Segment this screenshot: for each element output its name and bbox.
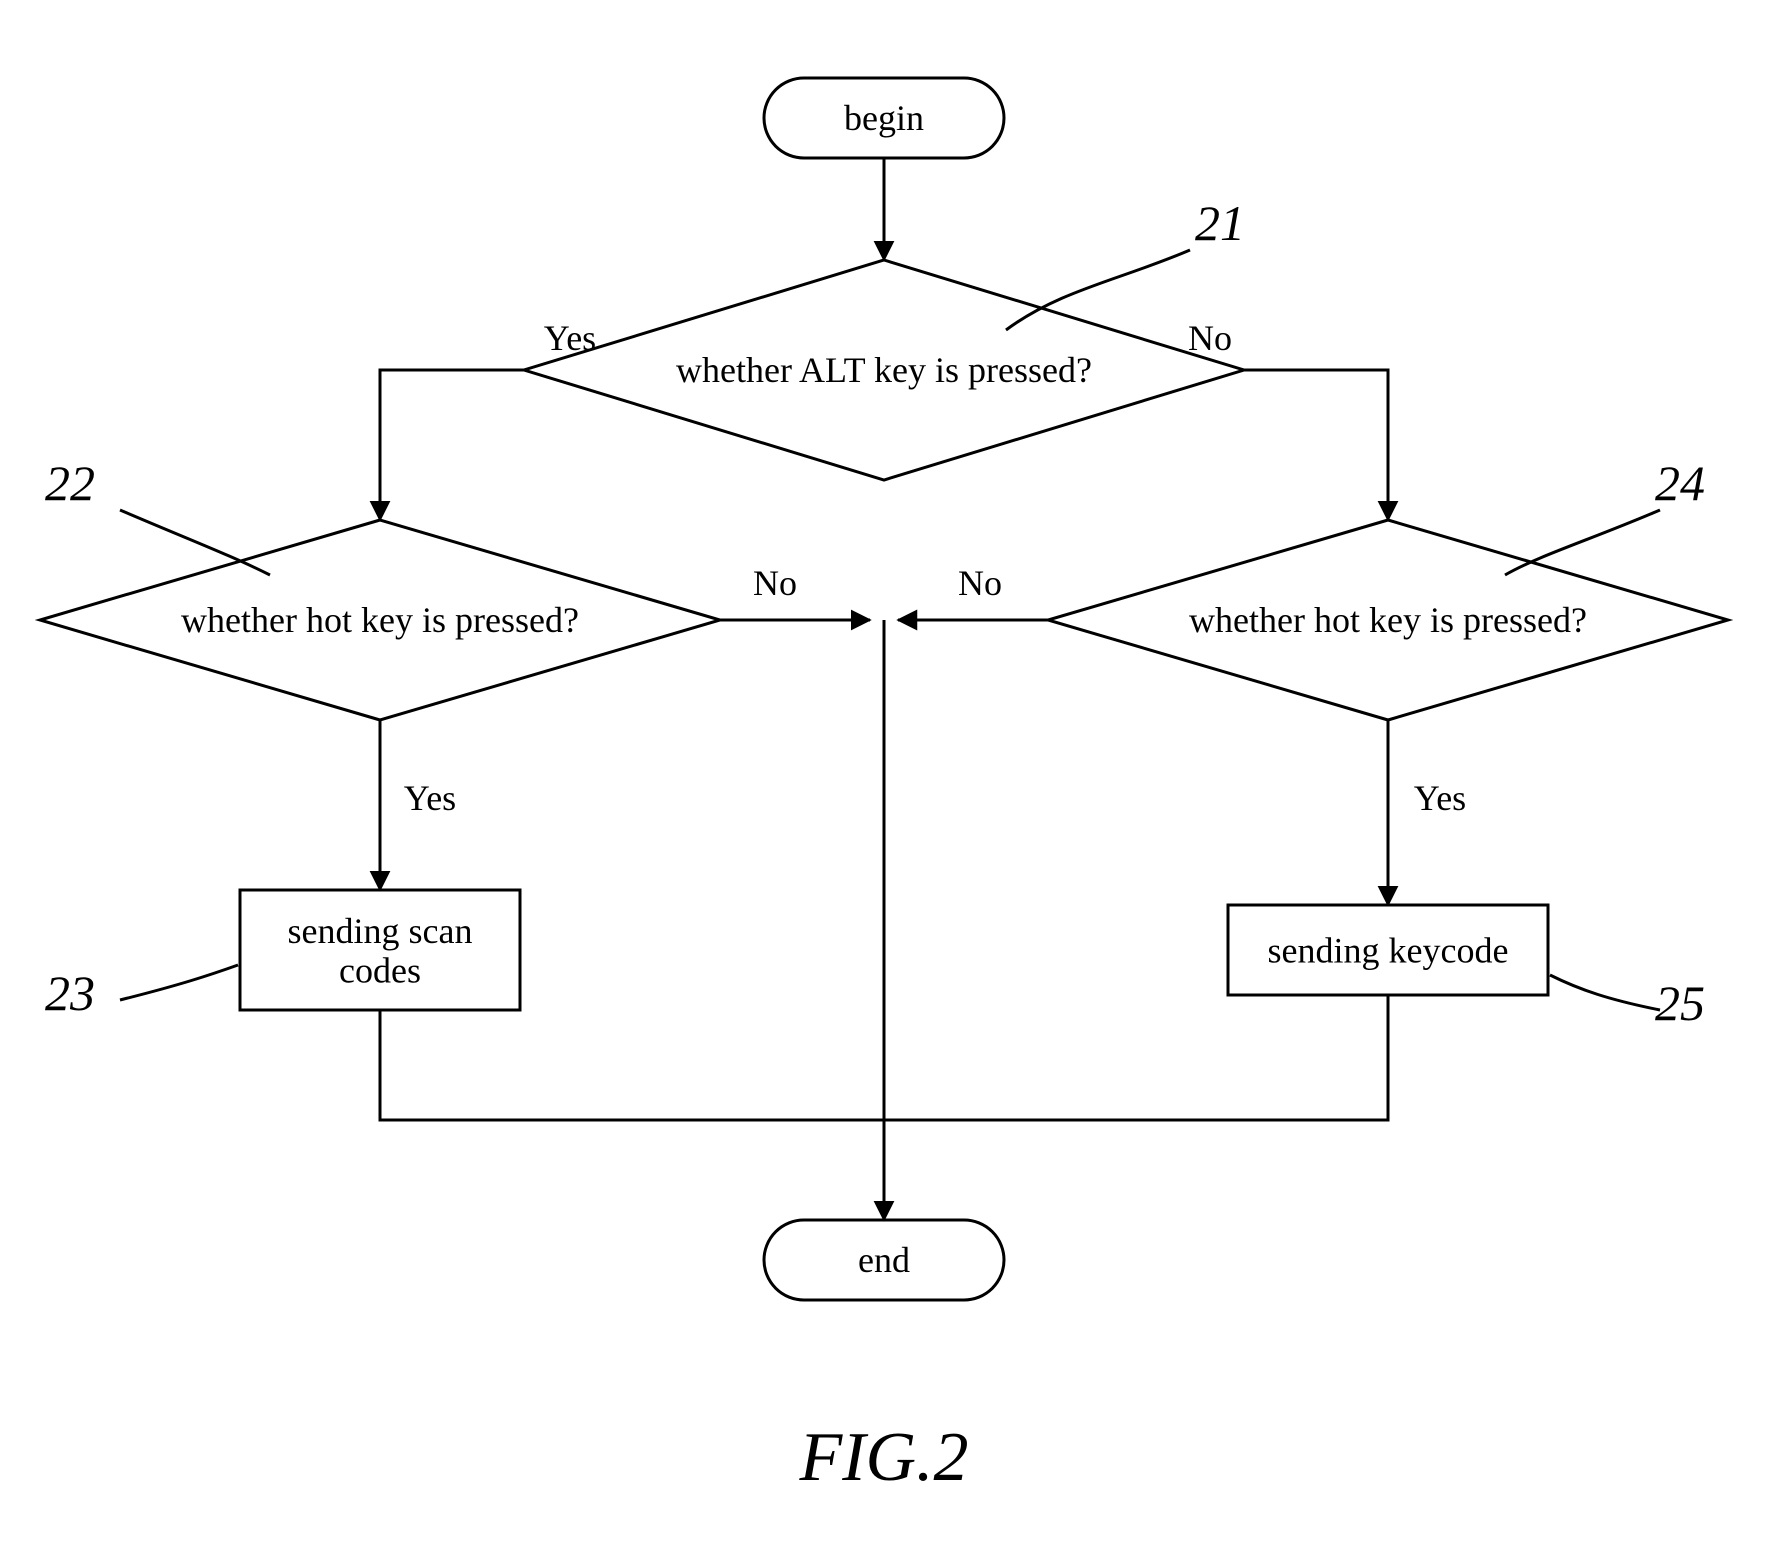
edge-label-d22-yes: Yes xyxy=(404,778,456,818)
edge-label-d24-yes: Yes xyxy=(1414,778,1466,818)
callout-line-24 xyxy=(1505,510,1660,575)
edge-label-d21-no: No xyxy=(1188,318,1232,358)
d21-label: whether ALT key is pressed? xyxy=(676,350,1092,390)
begin-label: begin xyxy=(844,98,924,138)
p25-label: sending keycode xyxy=(1268,931,1509,971)
callout-line-23 xyxy=(120,965,238,1000)
figure-caption: FIG.2 xyxy=(798,1419,968,1496)
callout-num-21: 21 xyxy=(1195,195,1245,251)
callout-line-21 xyxy=(1006,250,1190,330)
edge-p25-down xyxy=(884,995,1388,1120)
edge-d21-yes xyxy=(380,370,524,520)
callout-num-23: 23 xyxy=(45,965,95,1021)
end-label: end xyxy=(858,1240,910,1280)
callout-num-22: 22 xyxy=(45,455,95,511)
edge-label-d21-yes: Yes xyxy=(544,318,596,358)
callout-num-25: 25 xyxy=(1655,975,1705,1031)
edge-p23-down xyxy=(380,1010,884,1120)
d22-label: whether hot key is pressed? xyxy=(181,600,579,640)
callout-line-25 xyxy=(1550,975,1660,1010)
callout-num-24: 24 xyxy=(1655,455,1705,511)
p23-label: sending scancodes xyxy=(288,911,473,991)
callout-line-22 xyxy=(120,510,270,575)
edge-label-d24-no: No xyxy=(958,563,1002,603)
edge-label-d22-no: No xyxy=(753,563,797,603)
edge-d21-no xyxy=(1244,370,1388,520)
flowchart: begin whether ALT key is pressed? whether … xyxy=(0,0,1768,1564)
d24-label: whether hot key is pressed? xyxy=(1189,600,1587,640)
